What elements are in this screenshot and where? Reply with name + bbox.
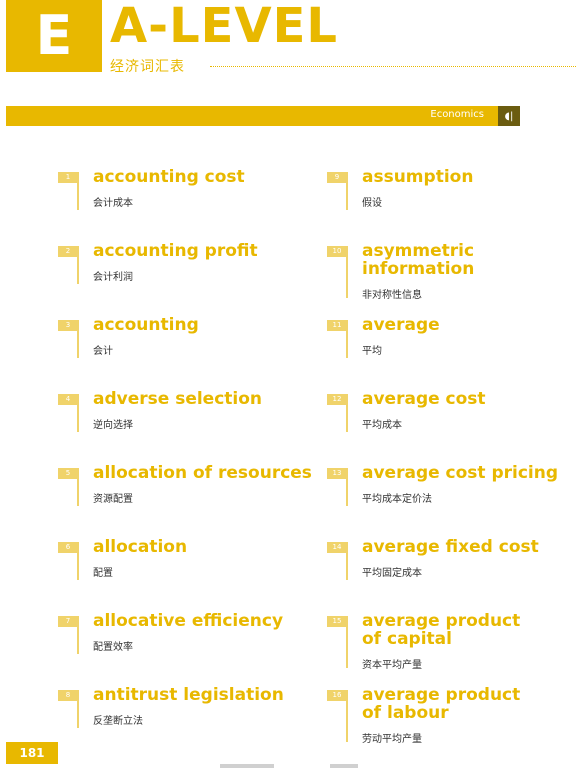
entry-term: asymmetric [362,241,475,261]
entry-translation: 配置 [93,568,113,579]
entry-term: allocative efficiency [93,611,284,631]
subject-band: Economics ◖| [6,106,520,126]
entry-term: accounting [93,315,199,335]
entry-translation: 资源配置 [93,494,133,505]
entry-term: average cost [362,389,486,409]
entry-marker [346,468,348,506]
scroll-indicator [330,764,358,768]
entry-term: average [362,315,440,335]
entry-translation: 反垄断立法 [93,716,143,727]
entry-term-line2: information [362,259,475,279]
entry-number: 5 [58,468,78,479]
speaker-icon[interactable]: ◖| [498,106,520,126]
entry-number: 13 [327,468,347,479]
entry-marker [77,246,79,284]
entry-translation: 劳动平均产量 [362,734,422,745]
entry-number: 9 [327,172,347,183]
entry-term-line2: of labour [362,703,449,723]
entry-number: 16 [327,690,347,701]
entry-number: 1 [58,172,78,183]
entry-marker [77,394,79,432]
subject-label: Economics [430,109,484,120]
entry-translation: 非对称性信息 [362,290,422,301]
entry-marker [77,320,79,358]
entry-term: accounting profit [93,241,258,261]
entry-term: antitrust legislation [93,685,284,705]
entry-marker [77,616,79,654]
page-title: A-LEVEL [110,0,338,54]
entry-term: average cost pricing [362,463,559,483]
entry-number: 4 [58,394,78,405]
section-badge: E [6,0,102,72]
entry-translation: 平均固定成本 [362,568,422,579]
entry-term-line2: of capital [362,629,452,649]
entry-marker [77,542,79,580]
entry-term: allocation [93,537,188,557]
entry-marker [346,616,348,668]
entry-translation: 平均 [362,346,382,357]
entry-term: average product [362,611,521,631]
entry-marker [346,542,348,580]
page-subtitle: 经济词汇表 [110,59,185,75]
entry-translation: 会计 [93,346,113,357]
entry-translation: 配置效率 [93,642,133,653]
entry-number: 3 [58,320,78,331]
entry-number: 11 [327,320,347,331]
entry-translation: 会计利润 [93,272,133,283]
entry-number: 7 [58,616,78,627]
entry-translation: 会计成本 [93,198,133,209]
entry-number: 14 [327,542,347,553]
entry-marker [346,172,348,210]
entry-translation: 平均成本 [362,420,402,431]
entry-marker [77,690,79,728]
entry-number: 15 [327,616,347,627]
page-number: 181 [6,742,58,764]
entry-marker [346,690,348,742]
dotted-divider [210,66,576,67]
entry-number: 6 [58,542,78,553]
entry-translation: 平均成本定价法 [362,494,432,505]
entry-number: 10 [327,246,347,257]
entry-translation: 逆向选择 [93,420,133,431]
entry-term: allocation of resources [93,463,312,483]
entry-number: 8 [58,690,78,701]
entry-term: accounting cost [93,167,245,187]
entry-marker [346,246,348,298]
entry-translation: 假设 [362,198,382,209]
entry-translation: 资本平均产量 [362,660,422,671]
entry-term: assumption [362,167,474,187]
entry-marker [346,320,348,358]
entry-term: average fixed cost [362,537,539,557]
entry-term: average product [362,685,521,705]
entry-marker [77,172,79,210]
entry-number: 12 [327,394,347,405]
entry-term: adverse selection [93,389,263,409]
scroll-indicator [220,764,274,768]
entry-marker [346,394,348,432]
entry-number: 2 [58,246,78,257]
entry-marker [77,468,79,506]
